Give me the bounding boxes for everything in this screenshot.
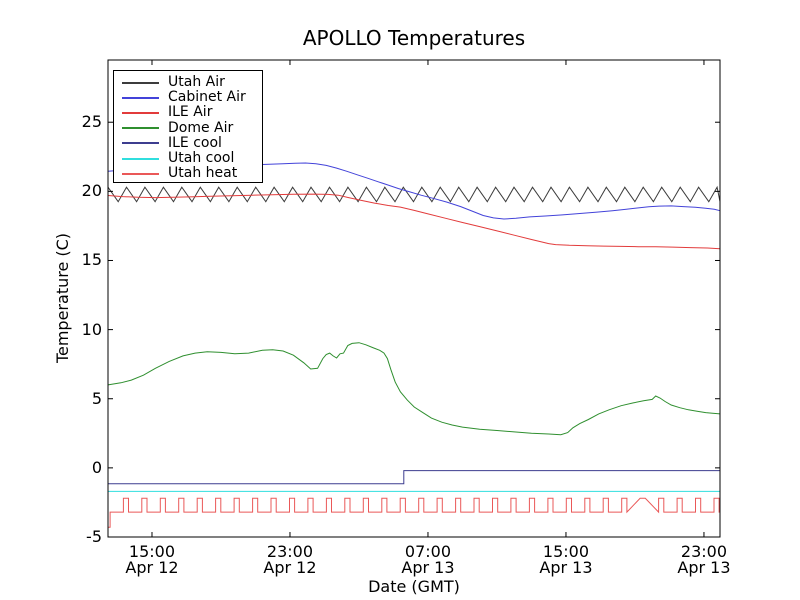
x-tick-label-1: 23:00 Apr 12 — [263, 542, 317, 577]
legend-label: Dome Air — [168, 119, 234, 136]
legend-label: ILE Air — [168, 104, 213, 121]
legend-line-sample — [122, 111, 159, 114]
legend-label: Cabinet Air — [168, 89, 246, 106]
axes-frame — [107, 59, 721, 538]
y-tick-label-3: 10 — [81, 319, 102, 339]
y-tick-label-2: 5 — [91, 388, 102, 408]
legend-line-sample — [122, 81, 159, 84]
legend-line-sample — [122, 157, 159, 160]
legend-line-sample — [122, 127, 159, 130]
legend-item: Utah Air — [122, 75, 262, 90]
x-tick-label-2: 07:00 Apr 13 — [401, 542, 455, 577]
chart-title: APOLLO Temperatures — [302, 26, 526, 50]
y-tick-label-4: 15 — [81, 250, 102, 270]
legend-label: ILE cool — [168, 134, 222, 151]
series-utah-heat — [108, 497, 720, 528]
y-axis-label: Temperature (C) — [53, 232, 72, 364]
legend-label: Utah cool — [168, 150, 235, 167]
x-tick-label-0: 15:00 Apr 12 — [125, 542, 179, 577]
legend-label: Utah heat — [168, 165, 238, 182]
legend-item: Cabinet Air — [122, 90, 262, 105]
legend-label: Utah Air — [168, 74, 225, 91]
y-tick-label-1: 0 — [91, 457, 102, 477]
x-tick-label-4: 23:00 Apr 13 — [677, 542, 731, 577]
legend-line-sample — [122, 142, 159, 145]
x-tick-label-3: 15:00 Apr 13 — [539, 542, 593, 577]
legend-item: Dome Air — [122, 119, 262, 136]
y-tick-label-5: 20 — [81, 181, 102, 201]
legend-item: Utah heat — [122, 166, 262, 181]
series-utah-air — [107, 185, 721, 203]
series-cabinet-air — [107, 162, 721, 220]
series-ile-cool — [108, 470, 720, 485]
series-dome-air — [107, 342, 721, 436]
y-tick-label-0: -5 — [86, 527, 102, 546]
x-axis-label: Date (GMT) — [368, 577, 460, 596]
y-tick-label-6: 25 — [81, 112, 102, 132]
series-ile-air — [107, 193, 721, 250]
legend-item: Utah cool — [122, 151, 262, 166]
legend-item: ILE Air — [122, 105, 262, 120]
legend-line-sample — [122, 96, 159, 99]
legend: Utah Air Cabinet Air ILE Air Dome Air IL… — [113, 70, 263, 183]
legend-line-sample — [122, 172, 159, 175]
legend-item: ILE cool — [122, 134, 262, 151]
